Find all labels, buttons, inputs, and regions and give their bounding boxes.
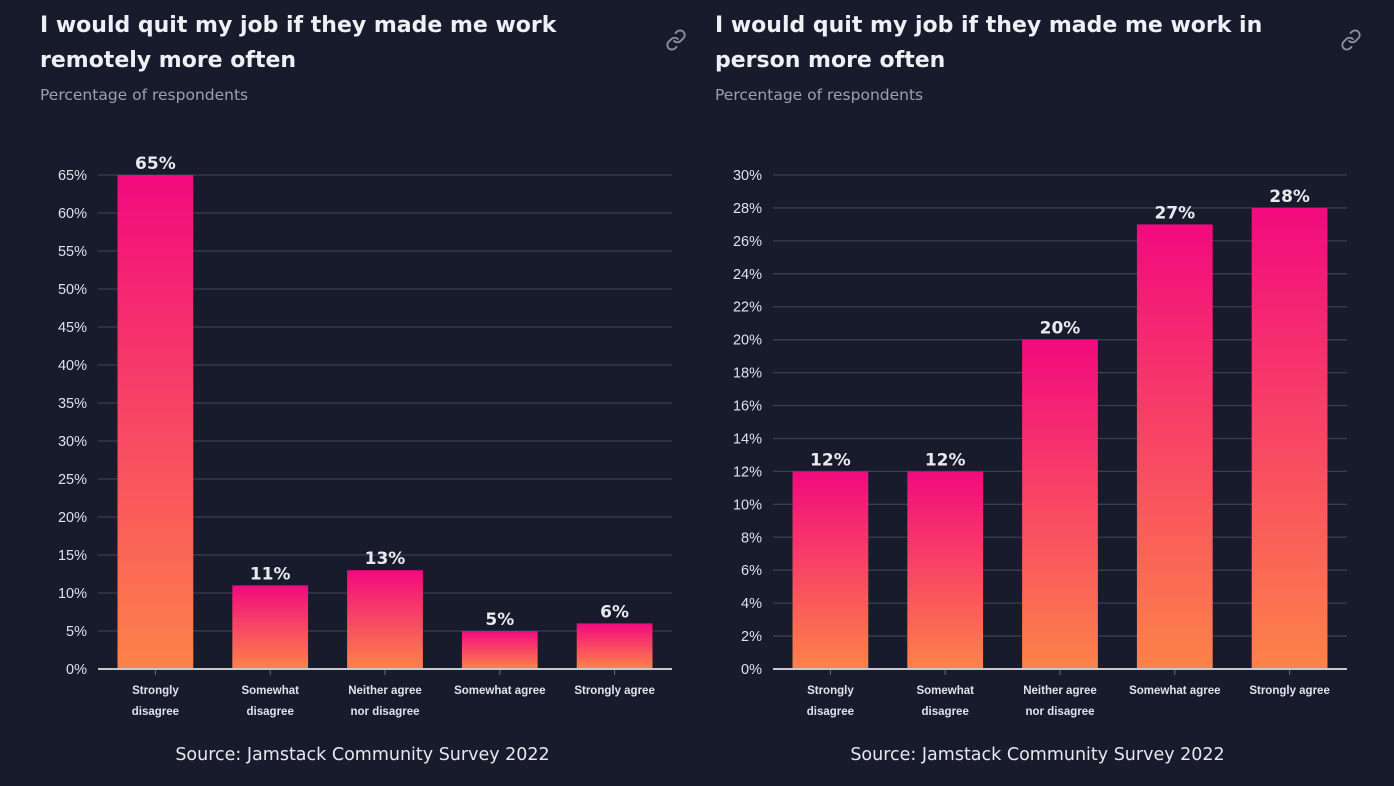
x-tick-label: Somewhat agree <box>454 685 545 697</box>
x-tick-label: disagree <box>247 706 294 718</box>
bar[interactable] <box>117 175 194 669</box>
y-tick-label: 22% <box>733 300 762 316</box>
y-tick-label: 24% <box>733 267 762 283</box>
data-label: 65% <box>135 154 176 174</box>
x-tick-label: Somewhat agree <box>1129 685 1220 697</box>
chart-subtitle: Percentage of respondents <box>40 86 249 104</box>
y-tick-label: 55% <box>58 244 87 260</box>
bar[interactable] <box>576 623 653 669</box>
y-tick-label: 40% <box>58 358 87 374</box>
y-tick-label: 35% <box>58 396 87 412</box>
x-tick-label: Strongly agree <box>1249 685 1330 697</box>
x-tick-label: Strongly <box>132 685 179 697</box>
data-label: 12% <box>925 450 966 470</box>
y-tick-label: 2% <box>741 629 762 645</box>
y-tick-label: 6% <box>741 563 762 579</box>
y-tick-label: 15% <box>58 548 87 564</box>
y-tick-label: 4% <box>741 596 762 612</box>
y-tick-label: 18% <box>733 366 762 382</box>
y-tick-label: 14% <box>733 431 762 447</box>
x-tick-label: Strongly agree <box>574 685 655 697</box>
y-tick-label: 10% <box>733 497 762 513</box>
data-label: 28% <box>1269 187 1310 207</box>
y-tick-label: 26% <box>733 234 762 250</box>
y-tick-label: 8% <box>741 530 762 546</box>
x-tick-label: disagree <box>807 706 854 718</box>
chart-panel-remote: I would quit my job if they made me work… <box>40 0 700 786</box>
y-tick-label: 12% <box>733 464 762 480</box>
bar[interactable] <box>1022 339 1098 669</box>
x-tick-label: nor disagree <box>350 706 419 718</box>
y-tick-label: 30% <box>58 434 87 450</box>
y-tick-label: 0% <box>66 662 87 678</box>
chart-subtitle: Percentage of respondents <box>715 86 924 104</box>
x-tick-label: Somewhat <box>916 685 974 697</box>
data-label: 13% <box>365 549 406 569</box>
chart-panel-in-person: I would quit my job if they made me work… <box>715 0 1375 786</box>
chart-title: I would quit my job if they made me work… <box>715 13 1263 73</box>
y-tick-label: 28% <box>733 201 762 217</box>
bar-chart-in-person: 0% 2% 4% 6% 8% 10% 12% 14% 16% 18% 20% 22% 24% 26% 28%… <box>733 168 1347 718</box>
link-icon[interactable] <box>665 29 687 51</box>
y-tick-label: 10% <box>58 586 87 602</box>
bar[interactable] <box>461 631 538 669</box>
x-tick-label: Neither agree <box>348 685 422 697</box>
bar[interactable] <box>1251 207 1328 669</box>
data-label: 6% <box>600 602 629 622</box>
y-tick-label: 0% <box>741 662 762 678</box>
y-tick-label: 45% <box>58 320 87 336</box>
x-tick-label: disagree <box>922 706 969 718</box>
y-tick-label: 20% <box>58 510 87 526</box>
bar[interactable] <box>232 585 309 669</box>
x-tick-label: nor disagree <box>1025 706 1094 718</box>
bar-chart-remote: 0% 5% 10% 15% 20% 25% 30% 35% 40% 45% 50% 55% 60% 65%… <box>58 154 672 718</box>
bar[interactable] <box>1136 224 1213 669</box>
data-label: 11% <box>250 564 291 584</box>
y-tick-label: 65% <box>58 168 87 184</box>
chart-source: Source: Jamstack Community Survey 2022 <box>175 745 550 765</box>
bar[interactable] <box>792 471 869 669</box>
bar[interactable] <box>347 570 423 669</box>
data-label: 5% <box>485 610 514 630</box>
x-tick-label: Somewhat <box>241 685 299 697</box>
bar[interactable] <box>907 471 984 669</box>
x-tick-label: Strongly <box>807 685 854 697</box>
data-label: 12% <box>810 450 851 470</box>
link-icon[interactable] <box>1340 29 1362 51</box>
y-tick-label: 20% <box>733 333 762 349</box>
x-tick-label: Neither agree <box>1023 685 1097 697</box>
data-label: 27% <box>1154 203 1195 223</box>
chart-title: I would quit my job if they made me work… <box>40 13 557 73</box>
y-tick-label: 16% <box>733 399 762 415</box>
chart-source: Source: Jamstack Community Survey 2022 <box>850 745 1225 765</box>
x-tick-label: disagree <box>132 706 179 718</box>
y-tick-label: 25% <box>58 472 87 488</box>
y-tick-label: 30% <box>733 168 762 184</box>
y-tick-label: 60% <box>58 206 87 222</box>
y-tick-label: 5% <box>66 624 87 640</box>
y-tick-label: 50% <box>58 282 87 298</box>
data-label: 20% <box>1040 319 1081 339</box>
